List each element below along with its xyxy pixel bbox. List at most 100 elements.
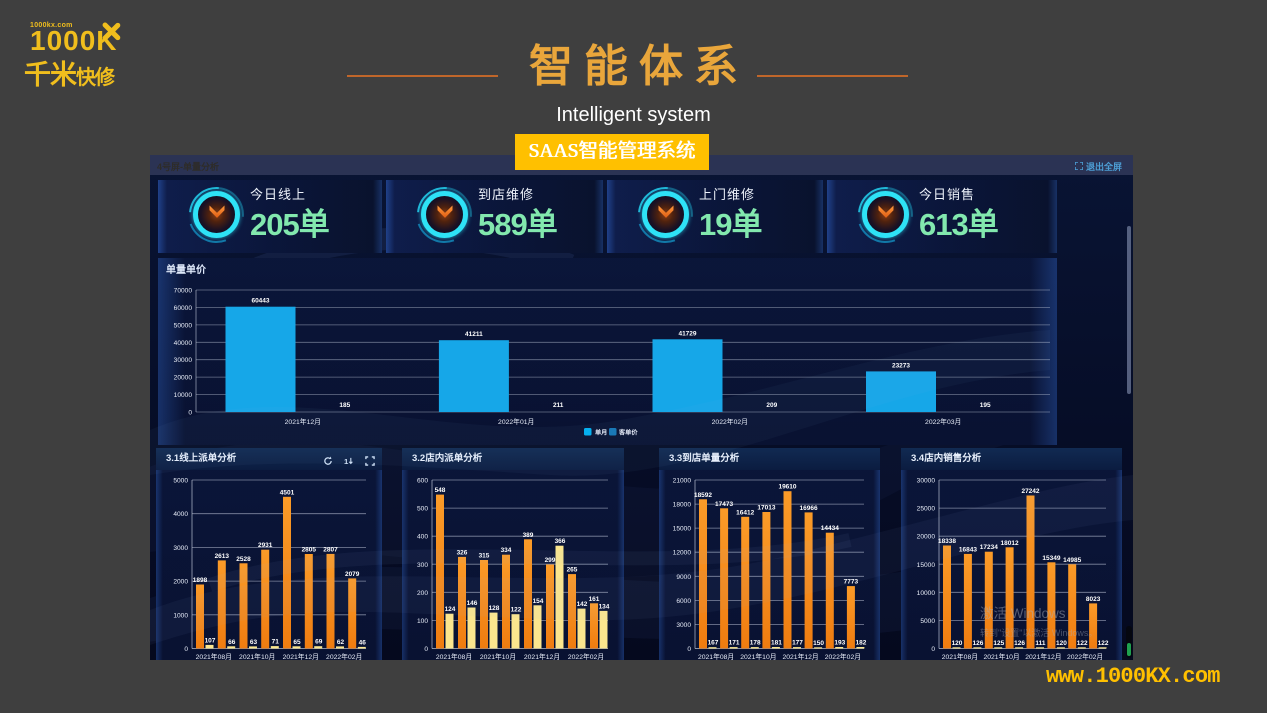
svg-text:10000: 10000 bbox=[174, 392, 193, 399]
svg-text:15000: 15000 bbox=[917, 562, 936, 569]
svg-text:122: 122 bbox=[1077, 640, 1088, 647]
svg-text:14985: 14985 bbox=[1063, 557, 1081, 564]
svg-text:17013: 17013 bbox=[757, 505, 775, 512]
svg-text:单月: 单月 bbox=[595, 429, 607, 437]
svg-text:185: 185 bbox=[339, 402, 350, 409]
svg-text:107: 107 bbox=[205, 637, 216, 644]
svg-text:171: 171 bbox=[729, 640, 740, 647]
svg-text:5000: 5000 bbox=[173, 478, 188, 485]
svg-text:71: 71 bbox=[272, 639, 280, 646]
svg-text:2022年02月: 2022年02月 bbox=[825, 652, 861, 660]
svg-text:8023: 8023 bbox=[1086, 596, 1101, 603]
svg-text:2022年01月: 2022年01月 bbox=[498, 417, 534, 426]
svg-text:2021年08月: 2021年08月 bbox=[942, 652, 978, 660]
svg-text:548: 548 bbox=[435, 487, 446, 494]
svg-text:7773: 7773 bbox=[844, 579, 859, 586]
svg-text:2931: 2931 bbox=[258, 542, 273, 549]
svg-text:6000: 6000 bbox=[676, 598, 691, 605]
svg-text:2021年08月: 2021年08月 bbox=[196, 652, 232, 660]
svg-text:134: 134 bbox=[599, 603, 610, 610]
svg-text:3000: 3000 bbox=[676, 622, 691, 629]
svg-text:27242: 27242 bbox=[1021, 488, 1039, 495]
svg-text:20000: 20000 bbox=[174, 375, 193, 382]
svg-text:2022年03月: 2022年03月 bbox=[925, 417, 961, 426]
svg-text:16412: 16412 bbox=[736, 509, 754, 516]
svg-text:2021年08月: 2021年08月 bbox=[698, 652, 734, 660]
svg-text:167: 167 bbox=[708, 640, 719, 647]
svg-text:181: 181 bbox=[771, 640, 782, 647]
svg-text:65: 65 bbox=[293, 639, 301, 646]
svg-text:16966: 16966 bbox=[800, 505, 818, 512]
svg-text:0: 0 bbox=[424, 646, 428, 653]
svg-text:125: 125 bbox=[993, 640, 1004, 647]
svg-text:2021年08月: 2021年08月 bbox=[436, 652, 472, 660]
svg-text:389: 389 bbox=[523, 532, 534, 539]
svg-text:500: 500 bbox=[417, 506, 428, 513]
svg-text:17473: 17473 bbox=[715, 501, 733, 508]
svg-text:326: 326 bbox=[457, 549, 468, 556]
svg-text:60000: 60000 bbox=[174, 305, 193, 312]
svg-text:单量单价: 单量单价 bbox=[166, 263, 207, 276]
svg-text:161: 161 bbox=[589, 596, 600, 603]
svg-text:177: 177 bbox=[792, 640, 803, 647]
svg-text:2022年02月: 2022年02月 bbox=[1067, 652, 1103, 660]
svg-text:12000: 12000 bbox=[673, 550, 692, 557]
svg-text:120: 120 bbox=[1056, 640, 1067, 647]
svg-text:122: 122 bbox=[511, 607, 522, 614]
svg-text:142: 142 bbox=[577, 601, 588, 608]
svg-text:150: 150 bbox=[813, 640, 824, 647]
svg-text:154: 154 bbox=[533, 598, 544, 605]
svg-text:2528: 2528 bbox=[236, 556, 251, 563]
svg-text:122: 122 bbox=[1098, 640, 1109, 647]
svg-text:62: 62 bbox=[337, 639, 345, 646]
svg-text:2021年10月: 2021年10月 bbox=[740, 652, 776, 660]
svg-text:334: 334 bbox=[501, 547, 512, 554]
svg-text:30000: 30000 bbox=[174, 357, 193, 364]
svg-text:111: 111 bbox=[1035, 640, 1046, 647]
svg-text:66: 66 bbox=[228, 639, 236, 646]
svg-text:600: 600 bbox=[417, 478, 428, 485]
svg-text:2021年10月: 2021年10月 bbox=[480, 652, 516, 660]
svg-text:40000: 40000 bbox=[174, 340, 193, 347]
svg-text:200: 200 bbox=[417, 590, 428, 597]
svg-text:23273: 23273 bbox=[892, 362, 910, 369]
svg-text:18338: 18338 bbox=[938, 538, 956, 545]
svg-text:60443: 60443 bbox=[251, 298, 269, 305]
svg-text:41211: 41211 bbox=[465, 331, 483, 338]
svg-text:46: 46 bbox=[359, 639, 367, 646]
svg-text:63: 63 bbox=[250, 639, 258, 646]
svg-text:30000: 30000 bbox=[917, 478, 936, 485]
svg-text:400: 400 bbox=[417, 534, 428, 541]
svg-text:299: 299 bbox=[545, 557, 556, 564]
svg-text:18000: 18000 bbox=[673, 502, 692, 509]
svg-text:10000: 10000 bbox=[917, 590, 936, 597]
svg-text:17234: 17234 bbox=[980, 544, 998, 551]
svg-text:300: 300 bbox=[417, 562, 428, 569]
svg-text:4501: 4501 bbox=[280, 489, 295, 496]
svg-text:20000: 20000 bbox=[917, 534, 936, 541]
svg-text:21000: 21000 bbox=[673, 478, 692, 485]
svg-text:2805: 2805 bbox=[302, 547, 317, 554]
svg-text:1898: 1898 bbox=[193, 577, 208, 584]
svg-text:0: 0 bbox=[188, 410, 192, 417]
svg-text:客单价: 客单价 bbox=[618, 429, 638, 437]
svg-text:100: 100 bbox=[417, 618, 428, 625]
svg-text:120: 120 bbox=[952, 640, 963, 647]
svg-text:128: 128 bbox=[489, 605, 500, 612]
svg-text:1000: 1000 bbox=[173, 612, 188, 619]
svg-text:2022年02月: 2022年02月 bbox=[568, 652, 604, 660]
svg-text:2021年12月: 2021年12月 bbox=[283, 652, 319, 660]
svg-text:178: 178 bbox=[750, 640, 761, 647]
svg-text:2021年12月: 2021年12月 bbox=[524, 652, 560, 660]
svg-text:209: 209 bbox=[766, 402, 777, 409]
svg-text:193: 193 bbox=[834, 640, 845, 647]
svg-text:2021年10月: 2021年10月 bbox=[983, 652, 1019, 660]
svg-text:4000: 4000 bbox=[173, 511, 188, 518]
svg-text:16843: 16843 bbox=[959, 546, 977, 553]
svg-text:315: 315 bbox=[479, 553, 490, 560]
svg-text:0: 0 bbox=[687, 646, 691, 653]
svg-text:195: 195 bbox=[980, 402, 991, 409]
svg-text:124: 124 bbox=[445, 606, 456, 613]
svg-text:2000: 2000 bbox=[173, 579, 188, 586]
svg-text:211: 211 bbox=[553, 402, 564, 409]
